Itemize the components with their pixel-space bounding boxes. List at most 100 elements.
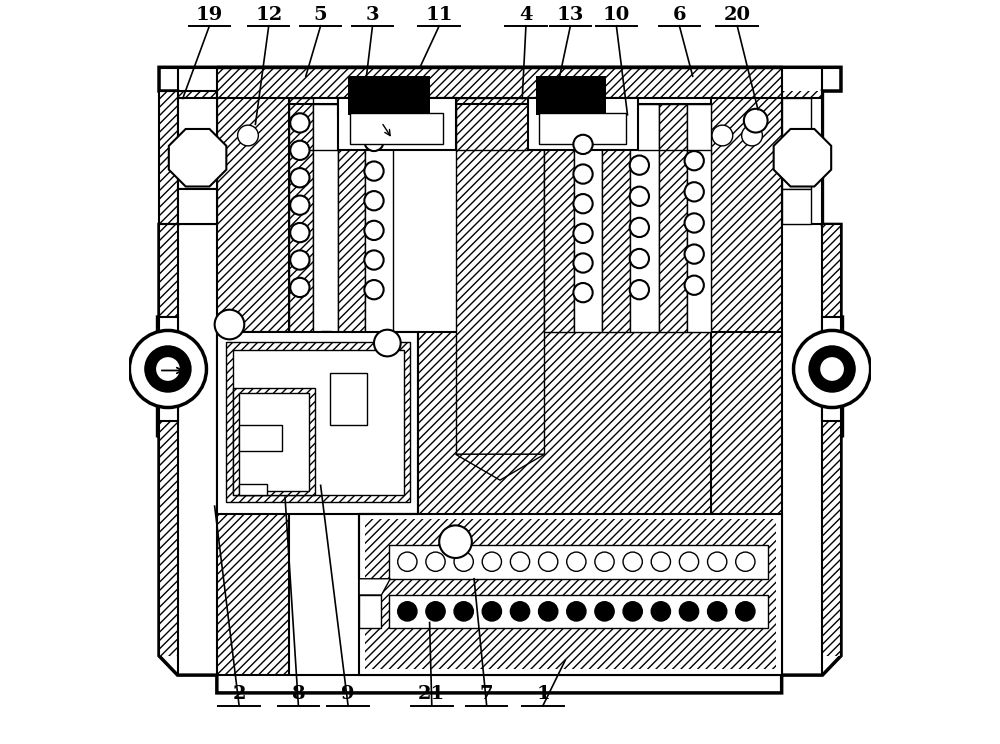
Polygon shape: [321, 425, 331, 438]
Polygon shape: [289, 98, 313, 332]
Circle shape: [679, 602, 699, 621]
Circle shape: [374, 330, 401, 356]
Circle shape: [129, 330, 206, 408]
Polygon shape: [338, 104, 365, 332]
Circle shape: [290, 168, 310, 187]
Circle shape: [426, 602, 445, 621]
Text: 20: 20: [724, 5, 751, 24]
Circle shape: [744, 109, 768, 132]
Text: 1: 1: [536, 685, 550, 703]
Polygon shape: [159, 91, 217, 225]
Polygon shape: [321, 331, 331, 425]
Bar: [350, 113, 443, 144]
Circle shape: [482, 552, 501, 571]
Circle shape: [573, 194, 593, 214]
Polygon shape: [782, 189, 811, 225]
Polygon shape: [822, 421, 841, 656]
Polygon shape: [782, 98, 822, 225]
Text: 10: 10: [603, 5, 630, 24]
Polygon shape: [782, 91, 822, 225]
Bar: [338, 98, 456, 150]
Circle shape: [290, 223, 310, 243]
Polygon shape: [233, 388, 315, 495]
Circle shape: [742, 125, 762, 146]
Circle shape: [398, 602, 417, 621]
Circle shape: [290, 278, 310, 297]
Polygon shape: [178, 91, 217, 225]
Polygon shape: [456, 455, 544, 480]
Polygon shape: [630, 104, 659, 332]
Circle shape: [290, 141, 310, 160]
Text: 5: 5: [314, 5, 327, 24]
Circle shape: [820, 357, 844, 381]
Text: 12: 12: [255, 5, 282, 24]
Circle shape: [623, 552, 642, 571]
Circle shape: [454, 552, 473, 571]
Circle shape: [567, 602, 586, 621]
Polygon shape: [178, 98, 217, 189]
Text: 11: 11: [425, 5, 453, 24]
Circle shape: [482, 602, 501, 621]
Bar: [239, 425, 282, 451]
Circle shape: [808, 345, 856, 393]
Circle shape: [398, 552, 417, 571]
Bar: [348, 104, 430, 115]
Circle shape: [573, 224, 593, 243]
Circle shape: [573, 283, 593, 302]
Polygon shape: [178, 189, 217, 225]
Circle shape: [630, 187, 649, 206]
Text: 8: 8: [292, 685, 305, 703]
Polygon shape: [158, 67, 842, 693]
Bar: [348, 76, 430, 106]
Circle shape: [539, 552, 558, 571]
Circle shape: [364, 191, 384, 211]
Circle shape: [794, 330, 871, 408]
Text: 9: 9: [341, 685, 355, 703]
Polygon shape: [217, 98, 289, 332]
Polygon shape: [239, 484, 267, 495]
Circle shape: [364, 221, 384, 240]
Polygon shape: [159, 317, 178, 421]
Bar: [536, 104, 606, 115]
Polygon shape: [226, 341, 410, 502]
Polygon shape: [359, 595, 381, 629]
Circle shape: [215, 310, 244, 339]
Polygon shape: [239, 394, 309, 491]
Polygon shape: [544, 104, 574, 332]
Text: 6: 6: [673, 5, 686, 24]
Polygon shape: [217, 332, 289, 675]
Polygon shape: [822, 225, 841, 317]
Circle shape: [364, 132, 384, 151]
Polygon shape: [574, 104, 602, 332]
Circle shape: [630, 280, 649, 299]
Polygon shape: [659, 104, 687, 332]
Polygon shape: [159, 421, 178, 656]
Text: 7: 7: [480, 685, 493, 703]
Polygon shape: [359, 579, 390, 595]
Bar: [539, 113, 626, 144]
Text: 21: 21: [418, 685, 445, 703]
Circle shape: [685, 245, 704, 263]
Circle shape: [630, 218, 649, 237]
Polygon shape: [389, 545, 768, 579]
Circle shape: [454, 602, 473, 621]
Circle shape: [573, 135, 593, 154]
Circle shape: [510, 552, 530, 571]
Text: 13: 13: [557, 5, 584, 24]
Polygon shape: [169, 129, 226, 187]
Circle shape: [630, 155, 649, 175]
Circle shape: [736, 602, 755, 621]
Polygon shape: [782, 98, 811, 189]
Text: 4: 4: [519, 5, 533, 24]
Bar: [330, 373, 367, 425]
Circle shape: [685, 151, 704, 170]
Polygon shape: [159, 225, 178, 317]
Circle shape: [426, 552, 445, 571]
Polygon shape: [389, 595, 768, 629]
Circle shape: [567, 552, 586, 571]
Circle shape: [144, 345, 192, 393]
Text: 3: 3: [366, 5, 379, 24]
Circle shape: [685, 275, 704, 295]
Circle shape: [623, 602, 642, 621]
Circle shape: [290, 196, 310, 215]
